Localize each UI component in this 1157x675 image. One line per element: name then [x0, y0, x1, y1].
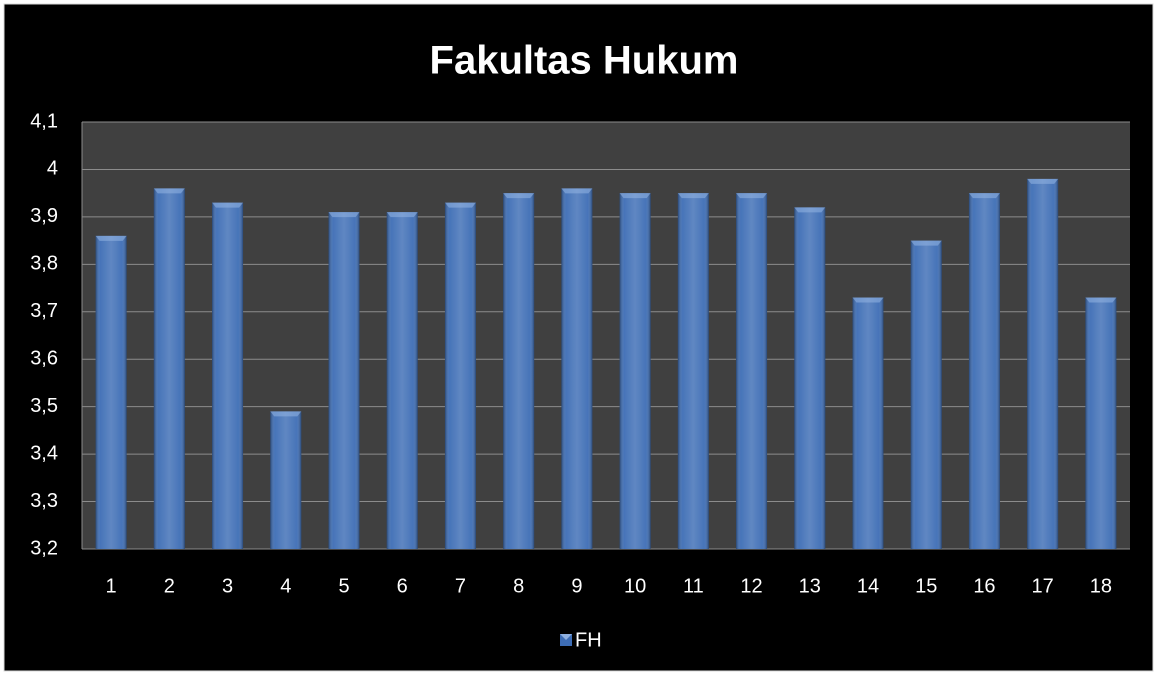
y-tick-label: 3,9 [30, 205, 58, 227]
bar-shade [270, 411, 302, 549]
y-tick-label: 3,4 [30, 442, 58, 464]
x-tick-label: 14 [857, 575, 879, 597]
legend-label: FH [575, 629, 602, 651]
plot-area [82, 122, 1130, 549]
bar-top [910, 240, 942, 246]
bar-shade [619, 193, 651, 549]
x-tick-label: 5 [338, 575, 349, 597]
bar-top [386, 212, 418, 218]
bar-shade [968, 193, 1000, 549]
x-tick-label: 1 [106, 575, 117, 597]
bar-top [328, 212, 360, 218]
x-tick-label: 10 [624, 575, 646, 597]
legend-swatch-top [560, 634, 572, 640]
bar-shade [1085, 297, 1117, 549]
bar-shade [736, 193, 768, 549]
x-tick-label: 3 [222, 575, 233, 597]
bar-shade [386, 212, 418, 549]
x-tick-label: 15 [915, 575, 937, 597]
bar-shade [561, 188, 593, 549]
y-tick-label: 4 [47, 158, 58, 180]
y-tick-label: 3,3 [30, 490, 58, 512]
bar-top [852, 297, 884, 303]
x-tick-label: 4 [280, 575, 291, 597]
bar-top [619, 193, 651, 199]
bar-top [503, 193, 535, 199]
x-tick-label: 11 [683, 575, 704, 597]
x-tick-label: 13 [799, 575, 821, 597]
x-tick-label: 17 [1032, 575, 1054, 597]
bar-shade [794, 207, 826, 549]
bar-top [736, 193, 768, 199]
bar-top [968, 193, 1000, 199]
bar-top [153, 188, 185, 194]
y-tick-label: 3,5 [30, 395, 58, 417]
x-tick-label: 18 [1090, 575, 1112, 597]
y-tick-label: 3,8 [30, 253, 58, 275]
y-tick-label: 3,7 [30, 300, 58, 322]
chart-title: Fakultas Hukum [430, 39, 739, 83]
x-tick-label: 6 [397, 575, 408, 597]
bar-shade [95, 235, 127, 549]
y-tick-label: 3,2 [30, 537, 58, 559]
bar-top [794, 207, 826, 213]
x-tick-label: 8 [513, 575, 524, 597]
bar-shade [910, 240, 942, 549]
bar-top [677, 193, 709, 199]
bar-top [444, 202, 476, 208]
bar-shade [153, 188, 185, 549]
bar-shade [852, 297, 884, 549]
bar-shade [1027, 178, 1059, 549]
bar-shade [444, 202, 476, 549]
bar-top [561, 188, 593, 194]
x-tick-label: 2 [164, 575, 175, 597]
bar-shade [677, 193, 709, 549]
bar-top [1027, 178, 1059, 184]
x-tick-label: 7 [455, 575, 466, 597]
bar-shade [503, 193, 535, 549]
bar-shade [212, 202, 244, 549]
y-tick-label: 4,1 [30, 110, 58, 132]
y-tick-label: 3,6 [30, 348, 58, 370]
bar-top [270, 411, 302, 417]
x-tick-label: 9 [571, 575, 582, 597]
bar-shade [328, 212, 360, 549]
x-tick-label: 16 [973, 575, 995, 597]
bar-top [212, 202, 244, 208]
x-tick-label: 12 [740, 575, 762, 597]
bar-top [1085, 297, 1117, 303]
bar-top [95, 235, 127, 241]
